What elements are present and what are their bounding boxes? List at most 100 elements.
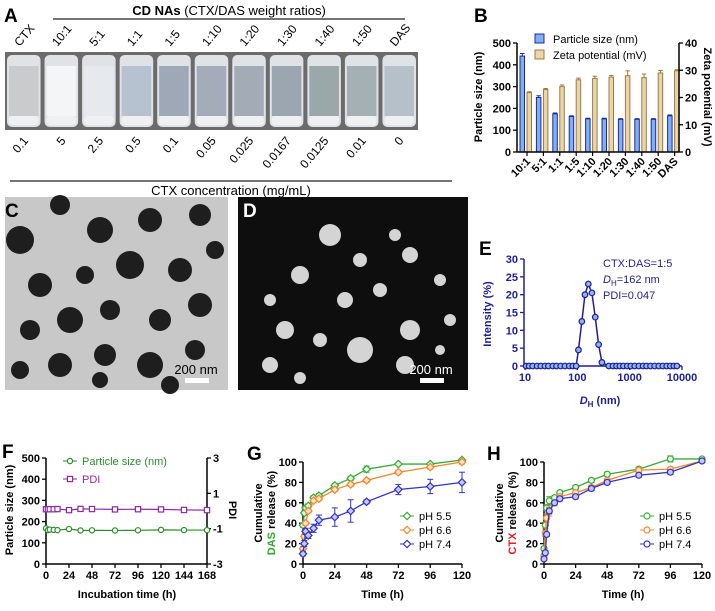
x-tick-label: 120 (453, 570, 471, 582)
bar-group (641, 73, 647, 153)
bar (601, 118, 607, 153)
sample-label: 1:20 (237, 22, 263, 49)
vial-solution (121, 66, 152, 116)
y-tick-label: 15 (506, 308, 518, 320)
vial (119, 55, 154, 127)
bar-group (624, 70, 631, 153)
vial-solution (9, 66, 39, 116)
y-title-rest: release (%) (507, 471, 519, 532)
bar (634, 118, 640, 153)
sample-label: 1:1 (124, 27, 146, 49)
panel-label-a: A (4, 6, 18, 27)
x-tick-label: 96 (664, 570, 676, 582)
bar-group (585, 117, 591, 153)
data-point (457, 477, 467, 487)
sample-label: 5:1 (86, 27, 108, 49)
y-tick-label: 500 (22, 453, 40, 465)
data-point (88, 505, 96, 513)
legend-label: pH 5.5 (419, 511, 451, 523)
data-point (556, 495, 564, 503)
y-tick-label: 300 (22, 495, 40, 507)
data-point (303, 530, 313, 540)
concentration-label: 0.1 (160, 134, 182, 156)
y-tick-label: -3 (213, 559, 223, 571)
series-pdi (42, 505, 211, 514)
header-bold: CD NAs (132, 3, 180, 18)
y-tick-label: 0 (291, 559, 297, 571)
sample-label: DAS (387, 21, 414, 49)
data-point (303, 506, 313, 516)
vial (232, 55, 266, 127)
data-point (157, 526, 165, 534)
nanoparticle (185, 340, 205, 360)
annotation-pdi: PDI=0.047 (603, 290, 655, 302)
data-point (457, 457, 467, 467)
bar (608, 76, 614, 153)
y-title-rest: release (%) (266, 470, 278, 531)
chart-f: F 0 100 200 300 400 500 -3 -1 1 3 0 24 48 72 96 120 144 16… (2, 442, 238, 601)
vial-bottom (159, 116, 189, 125)
data-point (330, 484, 340, 495)
legend-label: PDI (82, 474, 100, 486)
data-point (54, 505, 61, 513)
vial (382, 55, 416, 127)
scale-bar (185, 378, 209, 383)
dh-sub: H (611, 279, 617, 288)
vial-solution (309, 66, 339, 116)
y-axis-title: Particle size (nm) (4, 464, 16, 555)
nanoparticle (87, 217, 113, 243)
nanoparticle (48, 353, 72, 377)
y-axis-title: Particle size (nm) (473, 51, 485, 142)
data-point (578, 318, 586, 325)
dh-rest: =162 nm (617, 274, 660, 286)
data-point (362, 475, 372, 485)
legend-label: Particle size (nm) (553, 34, 638, 46)
concentration-label: 0.05 (193, 134, 219, 161)
y-tick-label: 80 (526, 477, 538, 489)
x-tick-label: 72 (109, 570, 121, 582)
nanoparticle (291, 266, 309, 284)
legend-label: pH 7.4 (419, 539, 451, 551)
x-tick-label: 48 (86, 570, 98, 582)
y-title-drug: DAS (266, 532, 278, 555)
legend-item: pH 5.5 (640, 511, 691, 523)
bar-group (568, 115, 575, 153)
nanoparticle (264, 294, 276, 306)
data-point (362, 464, 372, 474)
bar (535, 97, 542, 153)
bar (559, 86, 565, 153)
legend-label: pH 6.6 (419, 525, 451, 537)
y-tick-label: 20 (285, 539, 297, 551)
data-point (203, 526, 211, 534)
nanoparticle (435, 345, 445, 355)
bar (650, 118, 657, 153)
y-tick-label: 200 (22, 517, 40, 529)
legend-item: Zeta potential (mV) (534, 49, 647, 62)
data-point (77, 527, 84, 534)
vial-solution (84, 66, 114, 116)
bar (568, 115, 575, 153)
vial (157, 55, 191, 127)
concentration-label: 0.0125 (297, 134, 332, 171)
nanoparticle (28, 273, 52, 297)
x-tick-label: 120 (693, 570, 711, 582)
nanoparticle (313, 333, 327, 347)
nanoparticle (116, 251, 144, 279)
x-tick-label: 144 (175, 570, 194, 582)
y-tick-label: 20 (526, 539, 538, 551)
nanoparticle (353, 253, 367, 267)
panel-label-f: F (2, 442, 14, 463)
series-particle-size (42, 525, 211, 534)
data-point (346, 506, 356, 516)
bar (617, 118, 624, 153)
bar-group (552, 112, 558, 153)
legend-label: pH 6.6 (659, 525, 691, 537)
chart-b: B010020030040050001020304010:15:11:11:51… (473, 6, 713, 181)
bar (667, 115, 673, 153)
annotation-dh: DH=162 nm (603, 274, 660, 288)
x-title-main: D (580, 395, 588, 407)
x-tick-label: 1000 (617, 372, 641, 384)
y-tick-label: 1 (213, 488, 219, 500)
panel-label-h: H (487, 444, 501, 465)
